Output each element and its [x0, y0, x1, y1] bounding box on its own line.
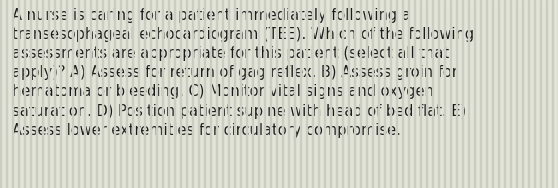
- Text: A nurse is caring for a patient immediately following a
transesophageal echocard: A nurse is caring for a patient immediat…: [12, 8, 474, 138]
